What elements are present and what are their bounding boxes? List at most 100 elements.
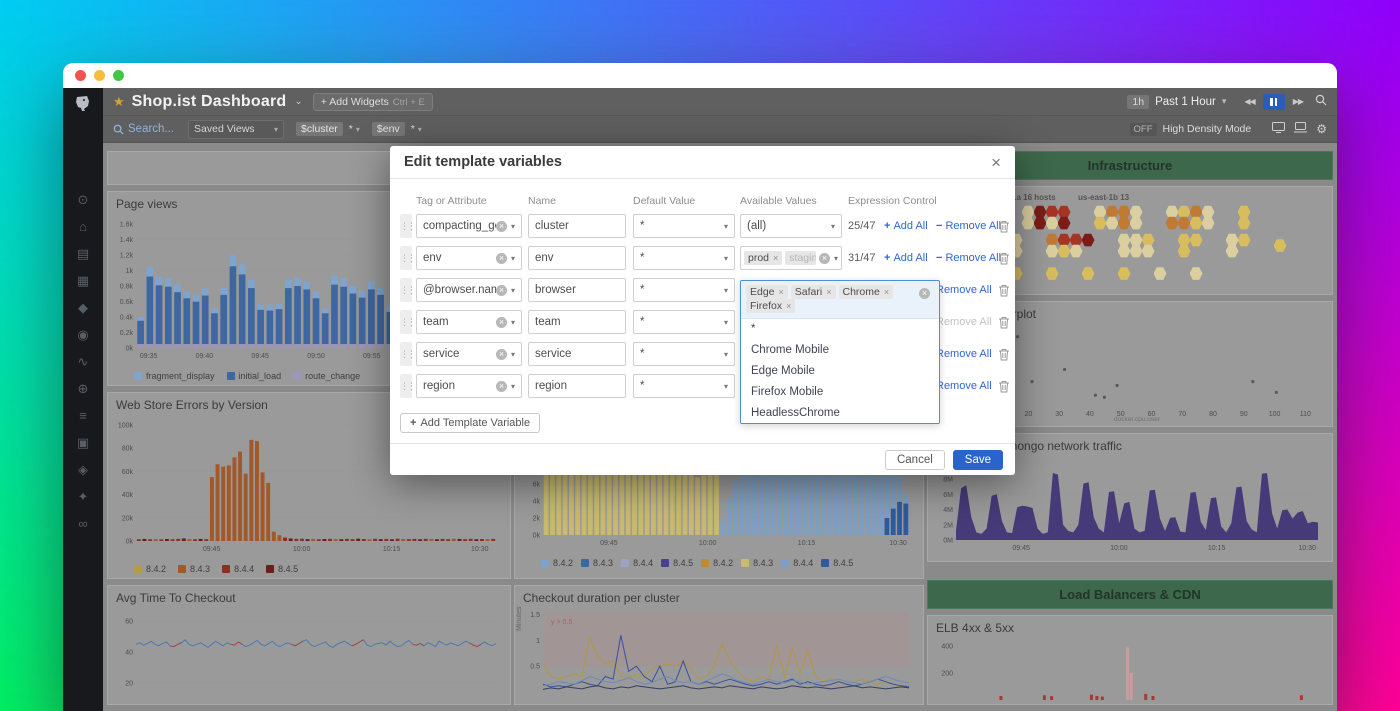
cancel-button[interactable]: Cancel <box>884 449 945 470</box>
high-density-toggle[interactable]: OFF <box>1129 122 1157 136</box>
trash-icon[interactable] <box>998 348 1010 361</box>
host-hexagon[interactable] <box>1045 205 1059 219</box>
template-variable-env[interactable]: $env * ▾ <box>371 122 422 136</box>
name-input[interactable]: cluster <box>528 214 626 238</box>
default-value-select[interactable]: * ▾ <box>633 278 735 302</box>
host-hexagon[interactable] <box>1081 267 1095 280</box>
host-hexagon[interactable] <box>1117 267 1131 280</box>
host-hexagon[interactable] <box>1117 205 1131 219</box>
clear-icon[interactable]: × <box>495 380 507 392</box>
host-hexagon[interactable] <box>1117 233 1131 247</box>
caret-down-icon[interactable]: ▾ <box>723 221 728 231</box>
add-all-link[interactable]: + Add All <box>884 252 936 264</box>
host-hexagon[interactable] <box>1081 233 1095 247</box>
host-hexagon[interactable] <box>1033 216 1047 230</box>
host-hexagon[interactable] <box>1093 216 1107 230</box>
monitors-icon[interactable]: ◉ <box>77 327 89 342</box>
tag-input[interactable]: team × ▾ <box>416 310 522 334</box>
host-hexagon[interactable] <box>1129 216 1143 230</box>
host-hexagon[interactable] <box>1105 205 1119 219</box>
caret-down-icon[interactable]: ▾ <box>510 349 515 359</box>
host-hexagon[interactable] <box>1141 244 1155 258</box>
dashboards-icon[interactable]: ▦ <box>76 273 90 288</box>
legend-item[interactable]: 8.4.2 <box>134 564 166 574</box>
caret-down-icon[interactable]: ▾ <box>723 317 728 327</box>
host-hexagon[interactable] <box>1189 216 1203 230</box>
remove-all-link[interactable]: Remove All <box>936 380 998 392</box>
host-hexagon[interactable] <box>1189 267 1203 280</box>
security-icon[interactable]: ✦ <box>77 489 89 504</box>
legend-item[interactable]: 8.4.5 <box>661 558 693 568</box>
name-input[interactable]: region <box>528 374 626 398</box>
default-value-select[interactable]: * ▾ <box>633 246 735 270</box>
integrations-icon[interactable]: ⊕ <box>77 381 89 396</box>
host-hexagon[interactable] <box>1045 233 1059 247</box>
apm-icon[interactable]: ≡ <box>79 408 87 423</box>
host-hexagon[interactable] <box>1237 205 1251 219</box>
host-hexagon[interactable] <box>1117 244 1131 258</box>
clear-icon[interactable]: × <box>495 284 507 296</box>
host-hexagon[interactable] <box>1021 216 1035 230</box>
caret-down-icon[interactable]: ▾ <box>510 381 515 391</box>
host-hexagon[interactable] <box>1273 239 1287 252</box>
host-hexagon[interactable] <box>1117 216 1131 230</box>
browser-values-combobox[interactable]: Edge × Safari × Chrome × Firefox × × * Chrome Mo… <box>740 280 940 424</box>
clear-icon[interactable]: × <box>818 252 830 264</box>
search-icon[interactable]: ⊙ <box>77 192 89 207</box>
legend-item[interactable]: 8.4.5 <box>821 558 853 568</box>
legend-item[interactable]: 8.4.2 <box>701 558 733 568</box>
host-hexagon[interactable] <box>1153 267 1167 280</box>
dropdown-option[interactable]: * <box>751 323 756 335</box>
host-hexagon[interactable] <box>1057 216 1071 230</box>
host-hexagon[interactable] <box>1177 216 1191 230</box>
host-hexagon[interactable] <box>1129 244 1143 258</box>
drag-handle-icon[interactable]: ⋮⋮ <box>400 246 416 270</box>
host-hexagon[interactable] <box>1093 205 1107 219</box>
saved-views-select[interactable]: Saved Views ▾ <box>188 119 285 139</box>
host-hexagon[interactable] <box>1105 216 1119 230</box>
host-hexagon[interactable] <box>1069 244 1083 258</box>
dropdown-option[interactable]: Firefox Mobile <box>751 386 824 398</box>
host-hexagon[interactable] <box>1177 205 1191 219</box>
template-variable-cluster[interactable]: $cluster * ▾ <box>296 122 360 136</box>
tag-input[interactable]: env × ▾ <box>416 246 522 270</box>
host-hexagon[interactable] <box>1021 205 1035 219</box>
name-input[interactable]: env <box>528 246 626 270</box>
events-icon[interactable]: ▤ <box>76 246 90 261</box>
value-pill[interactable]: Safari × <box>790 285 836 299</box>
host-hexagon[interactable] <box>1057 233 1071 247</box>
watchdog-icon[interactable]: ⌂ <box>79 219 87 234</box>
ux-monitoring-icon[interactable]: ∞ <box>78 516 88 531</box>
host-hexagon[interactable] <box>1237 216 1251 230</box>
tag-input[interactable]: compacting_gc × ▾ <box>416 214 522 238</box>
host-hexagon[interactable] <box>1177 233 1191 247</box>
name-input[interactable]: team <box>528 310 626 334</box>
host-hexagon[interactable] <box>1177 244 1191 258</box>
available-values-select[interactable]: (all) ▾ <box>740 214 842 238</box>
legend-item[interactable]: initial_load <box>226 371 281 381</box>
metrics-icon[interactable]: ∿ <box>77 354 89 369</box>
remove-pill-icon[interactable]: × <box>773 253 779 263</box>
caret-down-icon[interactable]: ▾ <box>830 221 835 231</box>
host-hexagon[interactable] <box>1189 233 1203 247</box>
host-hexagon[interactable] <box>1225 244 1239 258</box>
value-pill[interactable]: prod × <box>744 251 783 265</box>
drag-handle-icon[interactable]: ⋮⋮ <box>400 374 416 398</box>
remove-all-link[interactable]: Remove All <box>936 316 998 328</box>
save-button[interactable]: Save <box>952 449 1003 470</box>
add-template-variable-button[interactable]: + Add Template Variable <box>400 413 541 433</box>
legend-item[interactable]: fragment_display <box>134 371 215 381</box>
dropdown-option[interactable]: Chrome Mobile <box>751 344 829 356</box>
default-value-select[interactable]: * ▾ <box>633 214 735 238</box>
caret-down-icon[interactable]: ▾ <box>510 221 515 231</box>
remove-all-link[interactable]: − Remove All <box>936 252 1001 264</box>
clear-icon[interactable]: × <box>495 252 507 264</box>
clear-icon[interactable]: × <box>495 316 507 328</box>
legend-item[interactable]: 8.4.5 <box>266 564 298 574</box>
remove-all-link[interactable]: Remove All <box>936 348 998 360</box>
value-pill[interactable]: Chrome × <box>838 285 894 299</box>
time-preset-chip[interactable]: 1h <box>1127 94 1150 109</box>
close-icon[interactable]: × <box>991 152 1001 172</box>
trash-icon[interactable] <box>998 220 1010 233</box>
remove-pill-icon[interactable]: × <box>778 287 784 297</box>
